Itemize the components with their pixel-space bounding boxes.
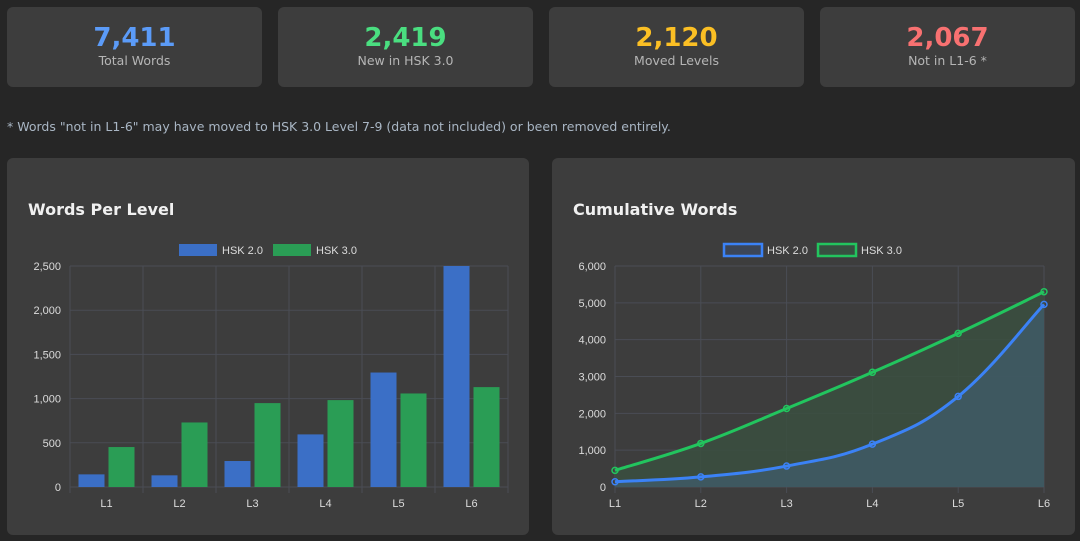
- data-point: [611, 466, 619, 475]
- bar-hsk20: [78, 474, 105, 487]
- legend-swatch: [722, 242, 764, 258]
- y-tick-label: 1,500: [33, 349, 61, 361]
- bar-hsk30: [181, 422, 208, 487]
- words-per-level-panel: Words Per Level 0 500 1,000 1,500 2,000 2,500…: [7, 158, 529, 535]
- legend-label: HSK 2.0: [767, 245, 808, 257]
- y-tick-label: 4,000: [578, 335, 606, 347]
- legend-label: HSK 2.0: [222, 245, 263, 257]
- stat-label: New in HSK 3.0: [357, 53, 454, 68]
- y-tick-label: 1,000: [578, 445, 606, 457]
- stat-label: Not in L1-6 *: [908, 53, 987, 68]
- stat-value: 2,067: [906, 23, 989, 53]
- legend-swatch: [179, 244, 217, 256]
- line-chart: 0 1,000 2,000 3,000 4,000 5,000 6,000 L1 L2 L3 L4 L…: [578, 242, 1050, 510]
- chart-title: Cumulative Words: [573, 200, 738, 219]
- legend-swatch: [273, 244, 311, 256]
- data-point: [697, 473, 705, 481]
- area-fill: [615, 304, 1044, 487]
- y-tick-label: 0: [55, 482, 61, 494]
- x-tick-label: L5: [392, 498, 404, 510]
- stat-card-new: 2,419 New in HSK 3.0: [278, 7, 533, 87]
- x-tick-label: L6: [1038, 498, 1050, 510]
- x-tick-label: L5: [952, 498, 964, 510]
- legend-label: HSK 3.0: [861, 245, 902, 257]
- stat-value: 2,120: [635, 23, 718, 53]
- stat-card-moved: 2,120 Moved Levels: [549, 7, 804, 87]
- x-tick-label: L4: [866, 498, 878, 510]
- x-tick-label: L3: [246, 498, 258, 510]
- bar-hsk20: [151, 475, 178, 487]
- series-line: [614, 303, 1046, 484]
- data-point: [611, 477, 619, 486]
- x-tick-label: L3: [780, 498, 792, 510]
- series-line: [614, 290, 1045, 472]
- stat-card-total: 7,411 Total Words: [7, 7, 262, 87]
- data-point: [782, 404, 791, 413]
- bar-hsk30: [473, 387, 500, 487]
- data-point: [954, 329, 962, 338]
- stat-card-not-in: 2,067 Not in L1-6 *: [820, 7, 1075, 87]
- data-point: [1040, 300, 1048, 309]
- x-tick-label: L2: [695, 498, 707, 510]
- bar-hsk30: [254, 403, 281, 487]
- legend-swatch: [816, 242, 858, 258]
- data-point: [868, 440, 877, 448]
- footnote: * Words "not in L1-6" may have moved to …: [7, 119, 671, 134]
- bar-hsk20: [297, 434, 324, 487]
- data-point: [868, 368, 877, 377]
- data-point: [782, 462, 791, 470]
- stat-value: 2,419: [364, 23, 447, 53]
- x-tick-label: L6: [465, 498, 477, 510]
- y-tick-label: 2,500: [33, 261, 61, 273]
- x-tick-label: L4: [319, 498, 331, 510]
- x-tick-label: L2: [173, 498, 185, 510]
- x-tick-label: L1: [100, 498, 112, 510]
- x-tick-label: L1: [609, 498, 621, 510]
- bar-hsk20: [443, 266, 470, 487]
- stat-label: Total Words: [98, 53, 171, 68]
- y-tick-label: 500: [43, 438, 61, 450]
- bar-hsk30: [108, 447, 135, 487]
- y-tick-label: 0: [600, 482, 606, 494]
- data-point: [697, 439, 705, 448]
- bar-chart: 0 500 1,000 1,500 2,000 2,500 L1 L2 L3 L4 L5 L6 HSK …: [33, 244, 509, 510]
- data-point: [1040, 287, 1048, 296]
- y-tick-label: 1,000: [33, 394, 61, 406]
- stat-value: 7,411: [93, 23, 176, 53]
- chart-title: Words Per Level: [28, 200, 175, 219]
- y-tick-label: 2,000: [33, 305, 61, 317]
- cumulative-words-panel: Cumulative Words 0 1,000 2,000 3,000 4,000 5,…: [552, 158, 1075, 535]
- bar-hsk20: [224, 461, 251, 487]
- stat-label: Moved Levels: [634, 53, 719, 68]
- y-tick-label: 3,000: [578, 372, 606, 384]
- legend-label: HSK 3.0: [316, 245, 357, 257]
- bar-hsk20: [370, 372, 397, 487]
- bar-hsk30: [400, 393, 427, 487]
- data-point: [954, 392, 962, 401]
- y-tick-label: 6,000: [578, 261, 606, 273]
- y-tick-label: 5,000: [578, 298, 606, 310]
- y-tick-label: 2,000: [578, 408, 606, 420]
- bar-hsk30: [327, 400, 354, 487]
